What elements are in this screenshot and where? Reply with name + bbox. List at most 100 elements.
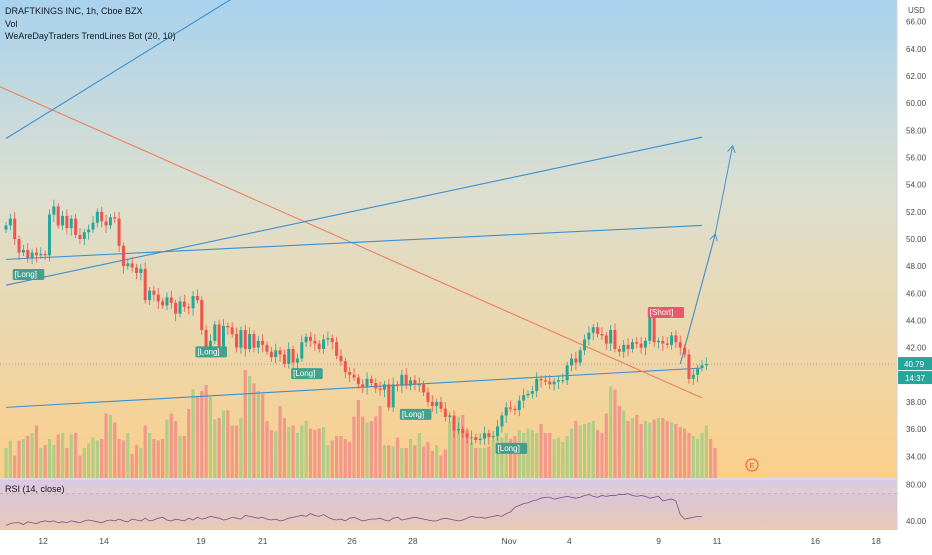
volume-bar: [661, 418, 665, 478]
volume-bar: [147, 433, 152, 478]
volume-bar: [321, 427, 326, 478]
volume-bar: [487, 446, 491, 478]
volume-bar: [134, 445, 139, 478]
volume-bar: [204, 385, 208, 478]
price-axis-tick: 62.00: [906, 72, 927, 81]
volume-bar: [65, 448, 69, 478]
volume-bar: [648, 422, 652, 478]
volume-bar: [474, 448, 478, 478]
candle: [48, 214, 51, 256]
volume-bar: [317, 428, 321, 478]
candle: [387, 384, 391, 408]
candle: [691, 374, 695, 379]
volume-bar: [617, 406, 621, 478]
long-signal-text: [Long]: [15, 270, 37, 279]
candle: [378, 388, 382, 390]
long-signal-label: [12, 269, 45, 281]
volume-bar: [509, 439, 513, 478]
trendline: [5, 0, 231, 139]
rsi-pane-title[interactable]: RSI (14, close): [5, 484, 65, 494]
volume-bar: [395, 437, 400, 478]
volume-bar: [482, 448, 487, 478]
volume-bar: [195, 397, 199, 478]
time-axis-tick: 12: [38, 536, 48, 546]
candle: [200, 300, 204, 330]
volume-bar: [234, 425, 239, 478]
volume-bar: [139, 448, 143, 478]
volume-bar: [156, 440, 160, 478]
long-signal-label: [399, 408, 432, 420]
candle: [248, 334, 252, 349]
volume-bar: [95, 440, 99, 478]
legend-indicator-label[interactable]: WeAreDayTraders TrendLines Bot (20, 10): [5, 31, 176, 41]
volume-bar: [169, 413, 173, 478]
candle: [256, 340, 260, 348]
candle: [13, 218, 17, 239]
candle: [439, 401, 443, 409]
volume-bar: [34, 425, 39, 478]
volume-bar: [291, 425, 295, 478]
volume-bar: [478, 448, 482, 478]
candle: [161, 301, 165, 306]
projection-arrow-segment: [679, 235, 715, 365]
rsi-pane-background: [0, 480, 897, 530]
candle: [130, 263, 134, 268]
volume-bar: [117, 439, 121, 478]
volume-bar: [561, 442, 565, 478]
candle: [500, 415, 504, 427]
candle: [52, 206, 56, 215]
volume-bar: [82, 448, 86, 478]
volume-bar: [178, 436, 182, 478]
candle: [95, 211, 99, 223]
candle: [243, 329, 247, 349]
volume-bar: [674, 424, 678, 478]
candle: [469, 437, 473, 439]
volume-bar: [74, 433, 78, 478]
volume-bar: [165, 419, 169, 478]
candle: [452, 415, 456, 431]
volume-bar: [208, 397, 213, 478]
volume-bar: [591, 421, 595, 478]
candle: [422, 384, 426, 393]
volume-bar: [522, 433, 526, 478]
volume-bar: [704, 425, 708, 478]
volume-bar: [530, 430, 534, 478]
volume-bar: [4, 448, 8, 478]
volume-bar: [308, 428, 313, 478]
volume-bar: [265, 421, 269, 478]
legend-volume-label[interactable]: Vol: [5, 18, 18, 29]
volume-bar: [256, 391, 260, 478]
candle: [509, 407, 513, 409]
volume-bar: [413, 445, 417, 478]
volume-bar: [239, 418, 243, 478]
candle: [82, 232, 86, 239]
legend-symbol-title[interactable]: DRAFTKINGS INC, 1h, Cboe BZX: [5, 6, 143, 16]
candle: [352, 374, 356, 378]
volume-bar: [274, 431, 278, 478]
candle: [343, 361, 347, 373]
candle: [135, 267, 138, 273]
candle: [326, 338, 330, 340]
volume-bar: [356, 400, 360, 478]
candle: [430, 401, 434, 407]
candle: [578, 350, 582, 363]
volume-bar: [448, 422, 452, 478]
currency-label: USD: [908, 6, 925, 15]
candle: [61, 215, 65, 226]
candle: [121, 245, 125, 267]
price-axis-tick: 42.00: [906, 344, 927, 353]
volume-bar: [408, 439, 413, 478]
candle: [274, 350, 278, 358]
time-axis-tick: 9: [656, 536, 661, 546]
candle: [683, 347, 687, 355]
volume-bar: [669, 422, 674, 478]
long-signal-text: [Long]: [498, 444, 520, 453]
volume-bar: [330, 440, 334, 478]
time-axis-tick: Nov: [502, 536, 518, 546]
price-axis-tick: 64.00: [906, 45, 927, 54]
candle: [65, 215, 69, 229]
candle: [443, 408, 447, 417]
volume-bar: [100, 439, 104, 478]
